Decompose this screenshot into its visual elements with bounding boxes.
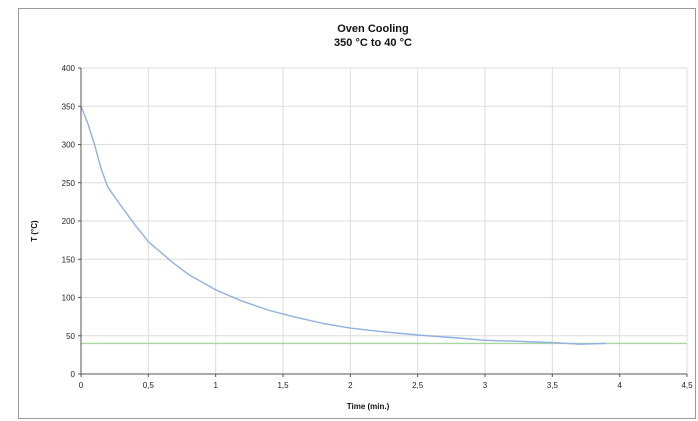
x-tick-label-5: 2,5: [412, 381, 424, 390]
series-line-0: [80, 106, 607, 345]
axes: [78, 67, 688, 377]
x-tick-label-8: 4: [617, 381, 622, 390]
x-axis-label: Time (min.): [347, 402, 390, 411]
y-tick-label-2: 100: [62, 294, 76, 303]
x-tick-label-0: 0: [79, 381, 84, 390]
y-tick-label-0: 0: [71, 370, 76, 379]
series-layer: [80, 106, 687, 345]
x-tick-label-1: 0,5: [143, 381, 155, 390]
chart-title: Oven Cooling: [337, 23, 409, 35]
y-tick-label-7: 350: [62, 102, 76, 111]
y-tick-label-3: 150: [62, 255, 76, 264]
x-tick-label-9: 4,5: [681, 381, 693, 390]
y-tick-label-4: 200: [62, 217, 76, 226]
grid: [81, 67, 688, 374]
chart-subtitle: 350 °C to 40 °C: [334, 37, 412, 49]
chart: Oven Cooling 350 °C to 40 °C 05010015020…: [30, 23, 693, 411]
y-axis-label: T (°C): [30, 220, 39, 242]
y-tick-label-6: 300: [62, 141, 76, 150]
y-tick-label-5: 250: [62, 179, 76, 188]
tick-labels: 0 50 100 150 200 250 300 350 400 0 0,5 1 1,5 2 2,5 3 3,5…: [62, 64, 693, 390]
y-tick-label-1: 50: [66, 332, 75, 341]
x-tick-label-4: 2: [348, 381, 353, 390]
x-tick-label-2: 1: [213, 381, 218, 390]
x-tick-label-7: 3,5: [547, 381, 559, 390]
y-tick-label-8: 400: [62, 64, 76, 73]
chart-frame: Oven Cooling 350 °C to 40 °C 0 50 100 150 20…: [18, 8, 696, 419]
x-tick-label-6: 3: [483, 381, 488, 390]
x-tick-label-3: 1,5: [277, 381, 289, 390]
